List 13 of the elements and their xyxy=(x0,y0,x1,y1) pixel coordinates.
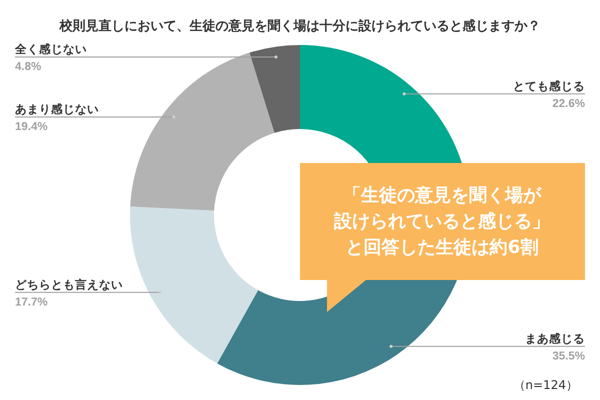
slice-label: とても感じる xyxy=(513,78,585,93)
data-label: 22.6% xyxy=(552,98,585,110)
data-label: 4.8% xyxy=(15,61,42,74)
slice-label: 全く感じない xyxy=(14,42,87,56)
chart-title: 校則見直しにおいて、生徒の意見を聞く場は十分に設けられていると感じますか？ xyxy=(58,18,540,34)
slice-label: どちらとも言えない xyxy=(15,277,123,292)
data-label: 17.7% xyxy=(15,296,48,308)
data-label: 19.4% xyxy=(15,121,48,134)
annotation: 「生徒の意見を聞く場が設けられていると感じる」と回答した生徒は約6割 xyxy=(334,185,550,258)
data-label: 35.5% xyxy=(552,350,585,362)
slice-label: まあ感じる xyxy=(525,331,585,346)
text: （n=124） xyxy=(513,378,578,392)
slice-label: あまり感じない xyxy=(15,102,99,116)
